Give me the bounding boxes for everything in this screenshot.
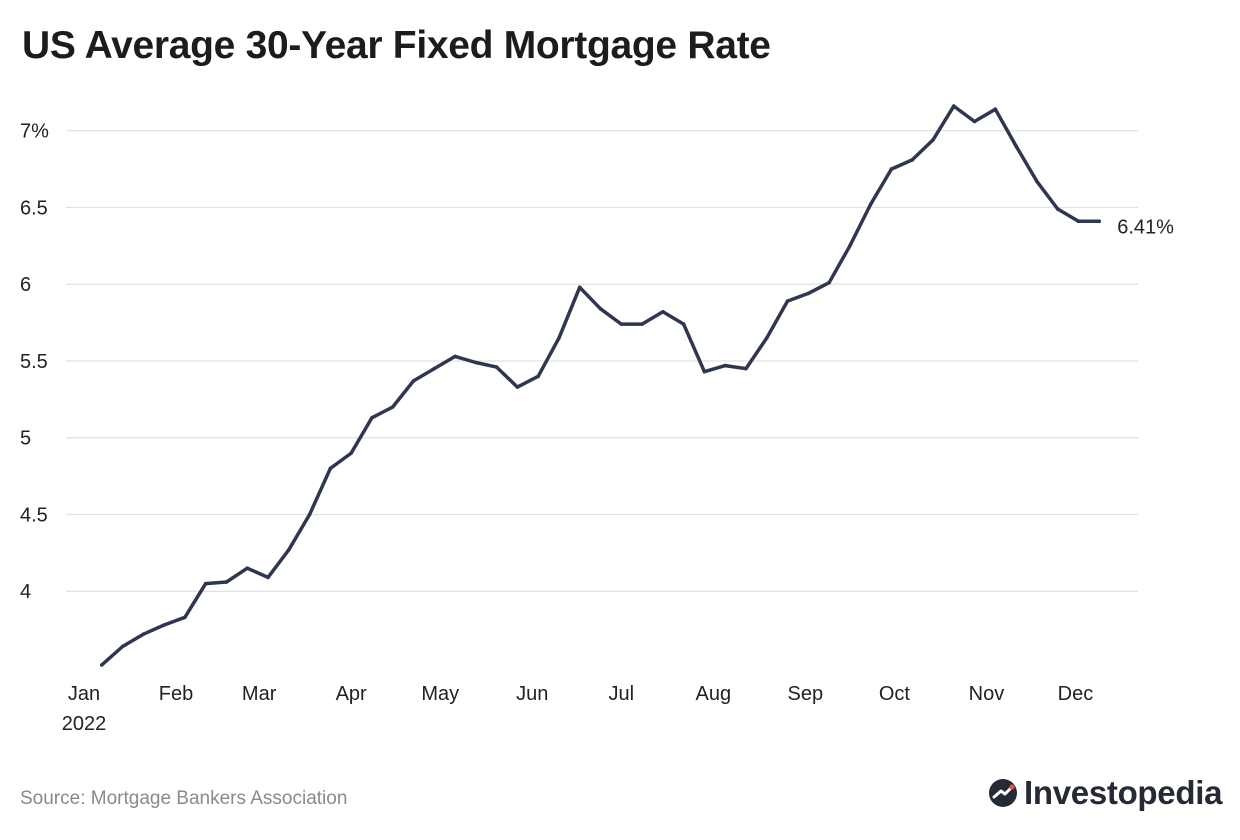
x-tick-label: May — [421, 683, 459, 705]
data-point — [328, 466, 333, 471]
source-note: Source: Mortgage Bankers Association — [20, 788, 348, 809]
data-point — [266, 575, 270, 580]
data-point — [765, 336, 769, 340]
data-points — [100, 104, 1101, 667]
y-tick-label: 5.5 — [20, 351, 48, 373]
x-tick-sublabel: 2022 — [62, 713, 107, 735]
data-point — [827, 280, 831, 285]
investopedia-logo-icon — [989, 779, 1017, 807]
x-tick-label: Aug — [696, 683, 732, 705]
data-point — [494, 365, 499, 369]
data-point — [307, 512, 312, 517]
x-tick-label: Jul — [609, 683, 635, 705]
chart-title: US Average 30-Year Fixed Mortgage Rate — [22, 24, 771, 67]
data-point — [972, 119, 977, 124]
y-tick-label: 6 — [20, 274, 31, 296]
gridlines — [66, 130, 1138, 592]
data-point — [515, 385, 520, 389]
data-point — [474, 360, 478, 365]
data-point — [245, 566, 250, 570]
y-axis-ticks: 4 4.5 5 5.5 6 6.5 7% — [20, 121, 49, 604]
data-point — [889, 167, 894, 171]
brand-logo: Investopedia — [988, 774, 1222, 812]
data-point — [120, 644, 125, 649]
data-point — [931, 138, 935, 142]
data-point — [993, 107, 998, 111]
data-point — [702, 369, 707, 374]
data-point — [910, 158, 914, 162]
data-point — [1055, 207, 1060, 211]
x-tick-label: Jun — [516, 683, 548, 705]
data-point — [100, 663, 104, 667]
data-point — [723, 363, 727, 368]
data-point — [557, 336, 561, 340]
brand-name: Investopedia — [1024, 774, 1223, 811]
x-tick-label: Feb — [159, 683, 193, 705]
data-point — [203, 581, 208, 586]
data-point — [162, 623, 166, 627]
data-point — [370, 416, 374, 420]
data-point — [661, 310, 665, 314]
data-point — [1097, 219, 1101, 224]
data-point — [287, 548, 291, 552]
data-point — [577, 285, 582, 290]
mortgage-rate-line — [100, 104, 1101, 667]
data-point — [1014, 144, 1018, 148]
data-point — [183, 615, 187, 620]
line-chart: 4 4.5 5 5.5 6 6.5 7% Jan 2022 Feb Mar Apr May Jun Jul… — [20, 104, 1174, 735]
x-tick-label: Dec — [1058, 683, 1094, 705]
data-point — [952, 104, 956, 108]
y-tick-label: 4.5 — [20, 504, 48, 526]
x-tick-label: Jan — [68, 683, 100, 705]
data-point — [868, 202, 873, 207]
y-tick-label: 7% — [20, 121, 49, 143]
data-point — [681, 322, 686, 326]
data-point — [224, 580, 229, 584]
data-point — [806, 291, 811, 296]
x-tick-label: Sep — [788, 683, 824, 705]
data-point — [1035, 179, 1039, 184]
data-point — [744, 366, 748, 371]
y-tick-label: 6.5 — [20, 197, 48, 219]
data-point — [785, 299, 790, 303]
data-point — [598, 307, 603, 311]
data-point — [453, 354, 457, 359]
data-point — [390, 405, 395, 409]
x-tick-label: Oct — [879, 683, 911, 705]
data-point — [848, 244, 852, 248]
data-point — [619, 322, 624, 326]
data-point — [640, 322, 644, 326]
y-tick-label: 5 — [20, 428, 31, 450]
end-value-label: 6.41% — [1117, 216, 1174, 238]
x-tick-label: Mar — [242, 683, 277, 705]
x-tick-label: Apr — [336, 683, 367, 705]
x-axis-ticks: Jan 2022 Feb Mar Apr May Jun Jul Aug Sep Oct Nov Dec — [62, 683, 1094, 735]
data-point — [349, 451, 354, 455]
x-tick-label: Nov — [969, 683, 1005, 705]
data-point — [536, 374, 540, 379]
data-point — [411, 379, 416, 383]
data-point — [141, 632, 146, 636]
data-point — [432, 366, 437, 371]
y-tick-label: 4 — [20, 581, 31, 603]
data-point — [1076, 219, 1081, 224]
